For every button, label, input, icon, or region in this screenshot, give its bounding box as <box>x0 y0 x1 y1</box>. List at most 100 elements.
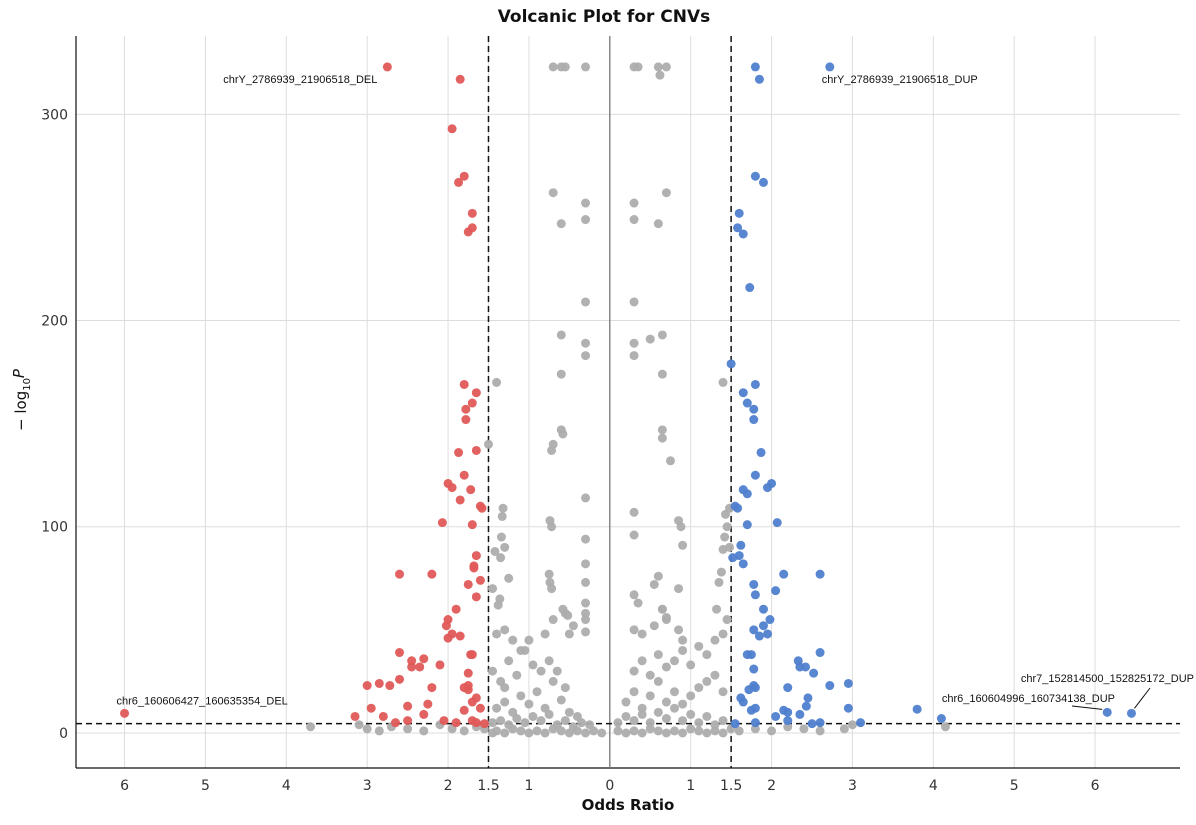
data-point-dup <box>733 223 743 233</box>
data-point-del <box>467 208 477 218</box>
data-point-ns <box>492 629 502 639</box>
data-points <box>120 62 1136 738</box>
data-point-ns <box>637 629 647 639</box>
data-point-ns <box>581 351 591 361</box>
data-point-ns <box>504 720 514 730</box>
data-point-del <box>467 697 477 707</box>
data-point-del <box>390 718 400 728</box>
data-point-del <box>459 171 469 181</box>
data-point-del <box>419 654 429 664</box>
data-point-ns <box>710 635 720 645</box>
data-point-ns <box>306 722 316 732</box>
data-point-ns <box>750 724 760 734</box>
data-point-dup <box>815 648 825 658</box>
data-point-ns <box>702 650 712 660</box>
data-point-ns <box>661 62 671 72</box>
data-point-dup <box>750 590 760 600</box>
data-point-ns <box>581 615 591 625</box>
data-point-del <box>471 592 481 602</box>
data-point-ns <box>459 726 469 736</box>
data-point-del <box>466 485 476 495</box>
x-tick-label: 5 <box>1010 778 1019 794</box>
data-point-ns <box>799 724 809 734</box>
data-point-ns <box>500 625 510 635</box>
data-point-ns <box>362 724 372 734</box>
data-point-ns <box>508 635 518 645</box>
data-point-ns <box>532 726 542 736</box>
data-point-ns <box>629 215 639 225</box>
data-point-ns <box>629 338 639 348</box>
data-point-ns <box>545 516 555 526</box>
point-annotation: chr7_152814500_152825172_DUP <box>1021 673 1194 685</box>
data-point-ns <box>492 377 502 387</box>
data-point-dup <box>825 62 835 72</box>
data-point-dup <box>783 716 793 726</box>
data-point-ns <box>657 604 667 614</box>
data-point-ns <box>581 608 591 618</box>
data-point-dup <box>779 705 789 715</box>
data-point-ns <box>496 716 506 726</box>
data-point-ns <box>613 726 623 736</box>
data-point-del <box>451 604 461 614</box>
data-point-dup <box>738 229 748 239</box>
data-point-dup <box>726 359 736 369</box>
data-point-ns <box>633 62 643 72</box>
data-point-ns <box>665 456 675 466</box>
x-tick-label: 1.5 <box>720 778 742 794</box>
y-tick-label: 300 <box>41 107 68 123</box>
data-point-ns <box>653 571 663 581</box>
data-point-dup <box>772 518 782 528</box>
data-point-ns <box>678 699 688 709</box>
data-point-ns <box>563 610 573 620</box>
data-point-del <box>441 621 451 631</box>
data-point-ns <box>544 569 554 579</box>
data-point-ns <box>512 670 522 680</box>
x-tick-label: 1 <box>686 778 695 794</box>
data-point-ns <box>940 722 950 732</box>
data-point-dup <box>1102 707 1112 717</box>
data-point-ns <box>581 62 591 72</box>
data-point-ns <box>629 507 639 517</box>
data-point-dup <box>734 208 744 218</box>
data-point-ns <box>540 703 550 713</box>
data-point-ns <box>548 188 558 198</box>
data-point-ns <box>528 660 538 670</box>
data-point-ns <box>556 695 566 705</box>
data-point-ns <box>500 542 510 552</box>
data-point-dup <box>749 625 759 635</box>
data-point-ns <box>548 615 558 625</box>
tick-labels: 6 5 4 3 2 1.5 1 0 1 1.5 2 3 4 5 6 0 100 200 300 <box>41 107 1099 794</box>
data-point-dup <box>749 579 759 589</box>
data-point-del <box>459 379 469 389</box>
data-point-ns <box>495 594 505 604</box>
data-point-ns <box>637 656 647 666</box>
x-tick-label: 6 <box>120 778 129 794</box>
data-point-dup <box>815 718 825 728</box>
data-point-ns <box>694 726 704 736</box>
x-axis-title: Odds Ratio <box>582 796 675 814</box>
data-point-ns <box>657 369 667 379</box>
data-point-ns <box>637 709 647 719</box>
data-point-dup <box>779 569 789 579</box>
data-point-del <box>471 445 481 455</box>
x-tick-label: 1 <box>524 778 533 794</box>
data-point-dup <box>754 74 764 84</box>
data-point-ns <box>674 584 684 594</box>
data-point-del <box>463 668 473 678</box>
data-point-ns <box>678 728 688 738</box>
data-point-del <box>463 227 473 237</box>
data-point-dup <box>750 718 760 728</box>
data-point-dup <box>744 685 754 695</box>
data-point-ns <box>718 716 728 726</box>
data-point-dup <box>912 704 922 714</box>
data-point-dup <box>771 586 781 596</box>
y-axis-title-main: − log <box>12 391 30 431</box>
data-point-ns <box>655 70 665 80</box>
x-tick-label: 2 <box>444 778 453 794</box>
data-point-del <box>454 177 464 187</box>
data-point-ns <box>725 542 735 552</box>
data-point-dup <box>745 283 755 293</box>
data-point-dup <box>783 683 793 693</box>
data-point-ns <box>552 720 562 730</box>
